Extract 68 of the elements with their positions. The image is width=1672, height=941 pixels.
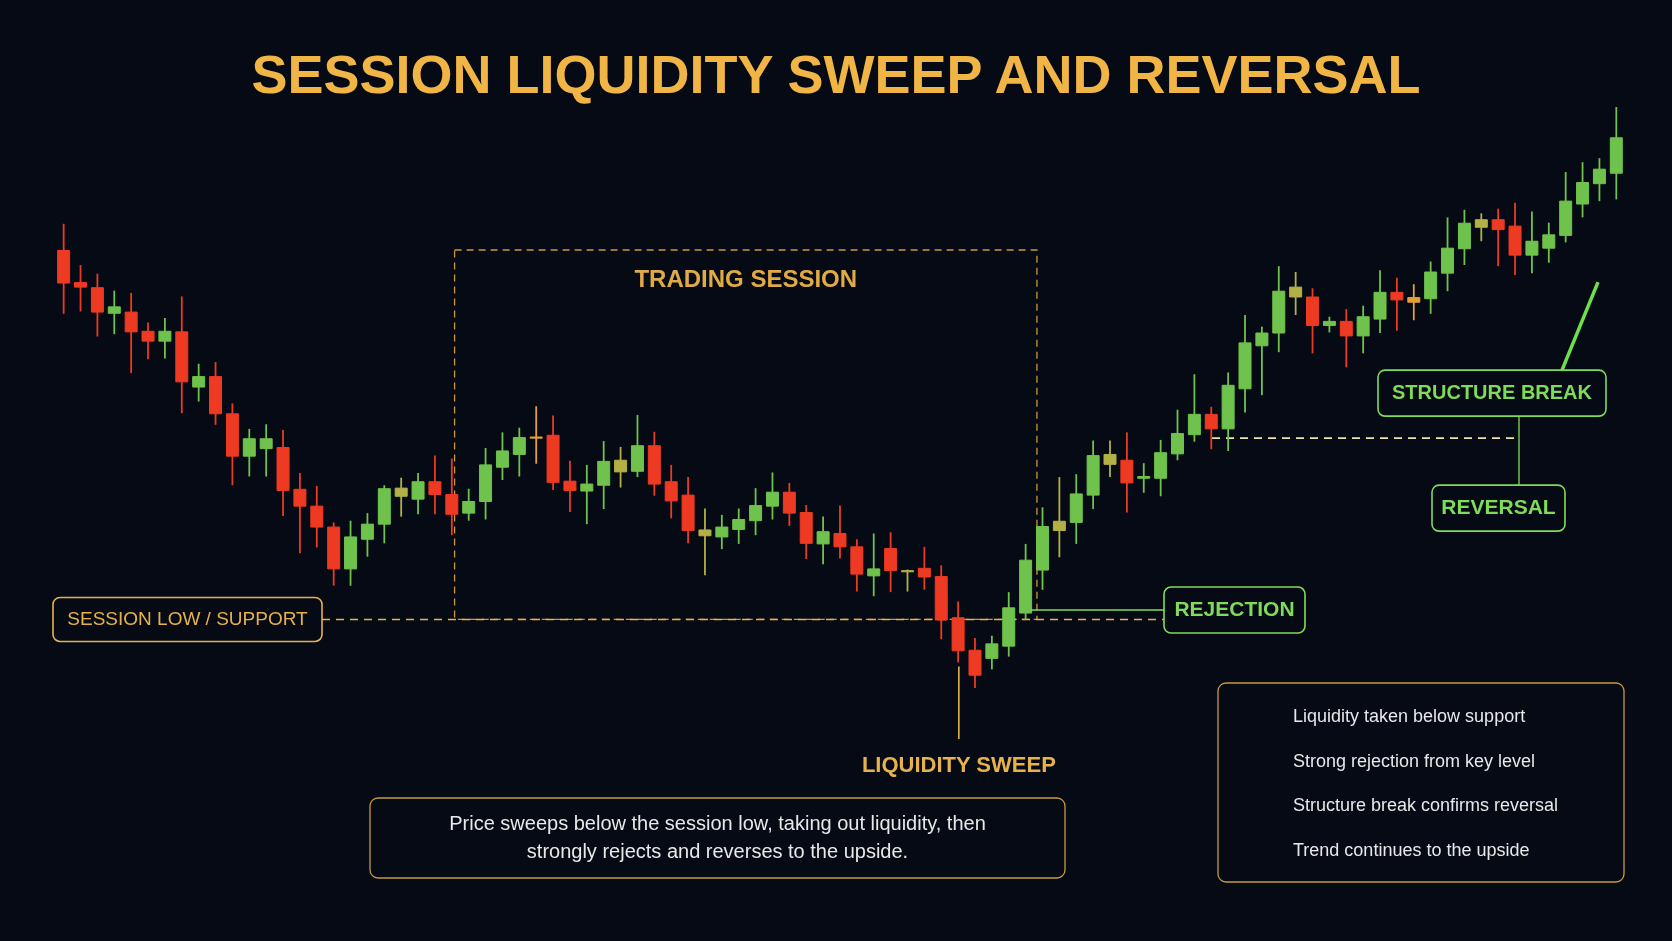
candlestick xyxy=(1592,157,1606,203)
candlestick xyxy=(1120,431,1134,514)
candlestick xyxy=(1052,476,1066,559)
annotation: REJECTION xyxy=(1174,597,1295,621)
candlestick xyxy=(428,454,442,516)
candlestick xyxy=(732,507,746,545)
candlestick xyxy=(1525,210,1539,275)
candlestick xyxy=(1187,373,1201,443)
candlestick xyxy=(445,457,459,537)
candlestick xyxy=(1491,207,1505,268)
candlestick xyxy=(107,289,121,336)
candlestick xyxy=(74,264,88,313)
candlestick xyxy=(310,484,324,549)
candlestick xyxy=(158,317,172,360)
candlestick xyxy=(900,568,914,593)
candlestick xyxy=(529,405,543,465)
candlestick xyxy=(1542,221,1556,264)
candlestick xyxy=(394,476,408,518)
candlestick xyxy=(614,445,628,489)
candlestick xyxy=(360,512,374,558)
candlestick xyxy=(242,427,256,478)
ref-line-label: STRUCTURE BREAK xyxy=(1392,381,1593,404)
candlestick xyxy=(1255,325,1269,397)
candlestick xyxy=(141,321,155,361)
text: LIQUIDITY SWEEP xyxy=(861,752,1056,777)
candlestick xyxy=(985,634,999,671)
candlestick xyxy=(884,531,898,594)
text: Strong rejection from key level xyxy=(1293,750,1536,771)
candlestick xyxy=(597,440,611,510)
text: Trend continues to the upside xyxy=(1293,840,1530,861)
candlestick xyxy=(1474,212,1488,243)
candlestick xyxy=(192,362,206,403)
candlestick xyxy=(512,426,526,478)
candlestick xyxy=(715,513,729,551)
candlestick xyxy=(867,532,881,598)
text: Price sweeps below the session low, taking out liquidity, then strongly rejects and reverses to the upside. xyxy=(449,812,986,862)
candlestick xyxy=(917,545,931,591)
annotation: TRADING SESSION xyxy=(634,265,858,292)
candlestick xyxy=(124,292,138,374)
candlestick xyxy=(563,459,577,513)
candlestick xyxy=(1137,462,1151,494)
candlestick xyxy=(495,431,509,481)
candlestick xyxy=(1339,308,1353,369)
candlestick xyxy=(411,472,425,516)
text: Structure break confirms reversal xyxy=(1293,795,1559,816)
text: Liquidity taken below support xyxy=(1293,706,1526,726)
candlestick xyxy=(1289,271,1303,316)
ref-line-label: SESSION LOW / SUPPORT xyxy=(67,608,309,630)
candlestick xyxy=(749,487,763,537)
candlestick xyxy=(698,507,712,577)
candlestick xyxy=(1171,408,1185,462)
candlestick xyxy=(816,515,830,566)
candlestick xyxy=(664,464,678,520)
candlestick xyxy=(1356,304,1370,355)
candlestick xyxy=(782,482,796,527)
candlestick xyxy=(1576,161,1590,219)
candlestick xyxy=(1407,283,1421,322)
candlestick xyxy=(1103,439,1117,478)
candlestick xyxy=(580,464,594,526)
candlestick xyxy=(259,423,273,478)
candlestick xyxy=(293,472,307,555)
chart-title: SESSION LIQUIDITY SWEEP AND REVERSAL xyxy=(251,44,1421,104)
candlestick xyxy=(765,471,779,521)
candlestick xyxy=(1204,405,1218,451)
candlestick xyxy=(462,487,476,522)
candlestick xyxy=(1390,276,1404,332)
candlestick xyxy=(833,504,847,560)
annotation: REVERSAL xyxy=(1441,495,1556,519)
